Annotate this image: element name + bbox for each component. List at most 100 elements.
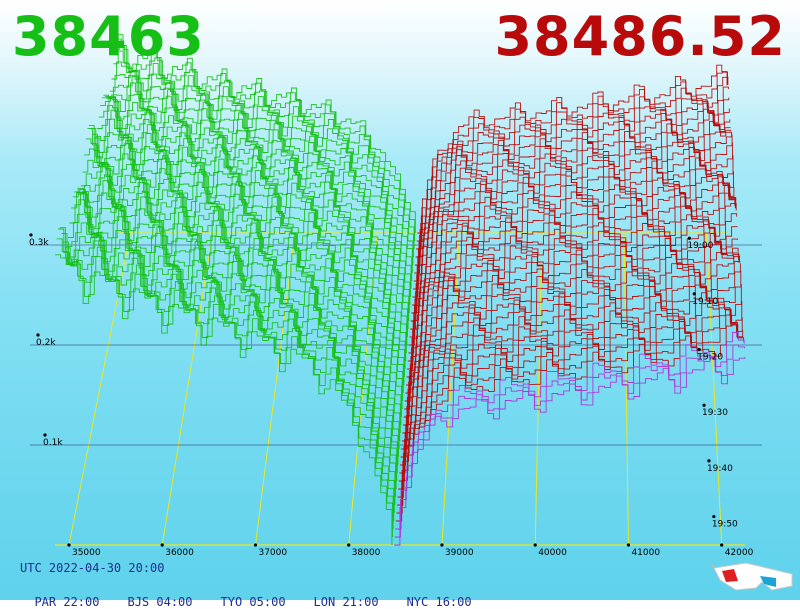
price-grid-line — [705, 232, 723, 546]
depth-tick-marker — [36, 333, 40, 337]
depth-tick-label: 0.3k — [29, 238, 49, 248]
ask-depth-line — [410, 142, 733, 330]
x-tick-label: 39000 — [445, 548, 474, 558]
bid-depth-line — [67, 199, 398, 481]
x-tick-label: 38000 — [352, 548, 381, 558]
ask-depth-line — [415, 86, 729, 258]
bid-price: 38463 — [12, 5, 205, 68]
ask-depth-line — [417, 64, 728, 234]
axis-labels: 35000 36000 37000 38000 39000 40000 41000 42000… — [29, 233, 754, 558]
bid-depth-line — [90, 128, 406, 369]
x-tick-label: 42000 — [725, 548, 754, 558]
bid-depth-line — [88, 124, 405, 377]
price-grid-line — [441, 232, 461, 546]
depth-tick-marker — [43, 433, 47, 437]
ask-depth-line — [395, 324, 745, 522]
ask-depth-line — [398, 300, 743, 490]
time-tick-marker — [687, 236, 691, 240]
bid-depth-line — [109, 70, 413, 273]
x-tick-marker — [347, 543, 351, 547]
utc-time: UTC 2022-04-30 20:00 — [20, 561, 165, 575]
time-tick-label: 19:10 — [692, 297, 718, 307]
price-grid-line — [254, 232, 296, 546]
time-tick-label: 19:20 — [697, 353, 723, 363]
ask-depth-line — [399, 270, 742, 474]
x-tick-label: 41000 — [631, 548, 660, 558]
bid-depth-line — [55, 254, 393, 545]
bid-depth-line — [92, 132, 407, 361]
bid-depth-line — [100, 96, 410, 321]
time-tick-marker — [702, 403, 706, 407]
time-tick-label: 19:00 — [687, 241, 713, 251]
ask-depth-line — [406, 192, 737, 386]
x-tick-label: 40000 — [538, 548, 567, 558]
bid-depth-line — [79, 166, 402, 425]
price-grid-line — [534, 232, 543, 546]
bid-depth-line — [118, 34, 416, 233]
bid-depth-line — [113, 50, 414, 257]
bid-depth-line — [61, 232, 395, 513]
tz-bjs: BJS 04:00 — [127, 595, 193, 609]
x-tick-marker — [67, 543, 71, 547]
x-tick-marker — [720, 543, 724, 547]
bid-depth-line — [82, 159, 403, 409]
bid-depth-line — [66, 213, 397, 489]
bid-depth-line — [56, 238, 393, 537]
depth-curves — [55, 34, 746, 546]
tz-nyc: NYC 16:00 — [406, 595, 472, 609]
ask-depth-line — [416, 71, 728, 242]
price-grid-line — [623, 232, 629, 546]
x-tick-marker — [533, 543, 537, 547]
depth-tick-marker — [29, 233, 33, 237]
bid-depth-line — [95, 109, 408, 345]
time-tick-marker — [707, 459, 711, 463]
ask-depth-line — [408, 174, 735, 354]
price-grid-line — [161, 232, 214, 546]
time-tick-marker — [692, 292, 696, 296]
bid-depth-line — [105, 82, 411, 297]
bid-depth-line — [77, 174, 401, 433]
bid-depth-line — [69, 192, 398, 473]
ask-depth-line — [396, 314, 744, 514]
time-tick-marker — [697, 347, 701, 352]
ask-depth-line — [394, 357, 746, 546]
x-tick-label: 35000 — [72, 548, 101, 558]
price-grid-line — [68, 232, 131, 546]
x-tick-marker — [440, 543, 444, 547]
ask-depth-line — [395, 332, 745, 530]
ask-depth-line — [405, 202, 737, 394]
tz-tyo: TYO 05:00 — [220, 595, 286, 609]
ask-depth-line — [394, 344, 745, 538]
x-tick-label: 37000 — [258, 548, 287, 558]
bid-depth-line — [97, 105, 408, 337]
time-tick-label: 19:30 — [702, 408, 728, 418]
ask-depth-line — [406, 184, 736, 378]
bid-depth-line — [108, 75, 413, 281]
bid-depth-line — [80, 162, 402, 417]
timezone-row: PAR 22:00 BJS 04:00 TYO 05:00 LON 21:00 NYC … — [20, 581, 500, 609]
bid-depth-line — [101, 96, 410, 313]
bid-depth-line — [85, 138, 404, 393]
tz-par: PAR 22:00 — [34, 595, 100, 609]
bid-depth-line — [84, 148, 404, 401]
tz-lon: LON 21:00 — [313, 595, 379, 609]
x-tick-marker — [626, 543, 631, 547]
bid-depth-line — [93, 118, 407, 353]
ask-depth-line — [404, 213, 738, 402]
depth-tick-label: 0.2k — [36, 338, 56, 348]
ask-depth-line — [400, 261, 741, 458]
ask-price: 38486.52 — [494, 5, 786, 68]
time-tick-marker — [712, 514, 716, 519]
bid-depth-line — [63, 232, 396, 505]
time-tick-label: 19:50 — [712, 520, 738, 530]
x-tick-marker — [160, 543, 164, 547]
ask-depth-line — [403, 227, 739, 418]
depth-tick-label: 0.1k — [43, 438, 63, 448]
bid-depth-line — [111, 61, 414, 265]
bid-depth-line — [64, 222, 396, 497]
time-tick-label: 19:40 — [707, 464, 733, 474]
x-tick-label: 36000 — [165, 548, 194, 558]
bid-depth-line — [106, 75, 412, 289]
ask-depth-line — [397, 307, 743, 498]
